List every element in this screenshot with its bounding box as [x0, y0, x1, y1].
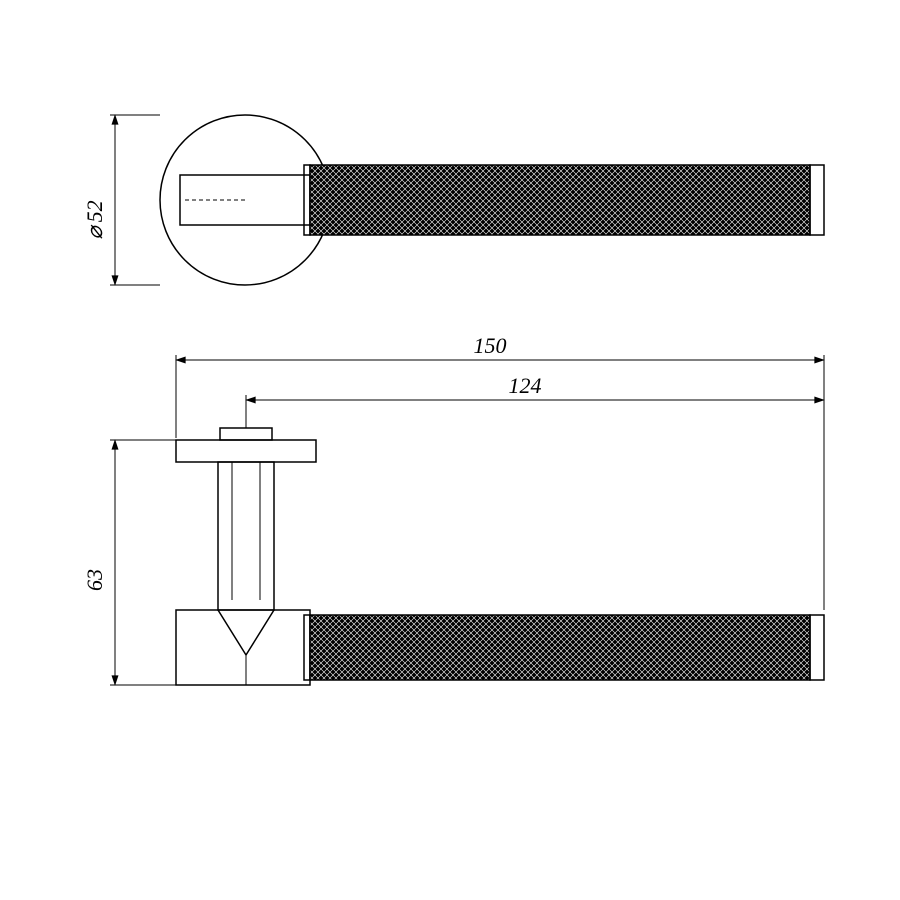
- rosette-plate-top: [176, 440, 316, 462]
- dim-height-63: 63: [82, 440, 176, 685]
- dim-52-label: ⌀ 52: [82, 200, 107, 239]
- dim-length-124: 124: [246, 373, 824, 428]
- dim-150-value: 150: [474, 333, 507, 358]
- elbow-block: [176, 610, 310, 685]
- dim-length-150: 150: [176, 333, 824, 610]
- handle-grip-top: [310, 615, 810, 680]
- grip-collar-top: [304, 615, 310, 680]
- top-view: [176, 428, 824, 685]
- diameter-symbol: ⌀: [82, 224, 107, 240]
- drawing-canvas: ⌀ 52 150 124: [0, 0, 900, 900]
- end-cap-front: [810, 165, 824, 235]
- elbow-v: [218, 610, 274, 655]
- handle-grip-front: [310, 165, 810, 235]
- rosette-cap: [220, 428, 272, 440]
- dim-diameter-52: ⌀ 52: [82, 115, 160, 285]
- dim-124-value: 124: [509, 373, 542, 398]
- front-view: [160, 115, 824, 285]
- end-cap-top: [810, 615, 824, 680]
- dim-63-value: 63: [82, 569, 107, 591]
- shaft-body: [218, 462, 274, 610]
- dim-52-value: 52: [82, 200, 107, 222]
